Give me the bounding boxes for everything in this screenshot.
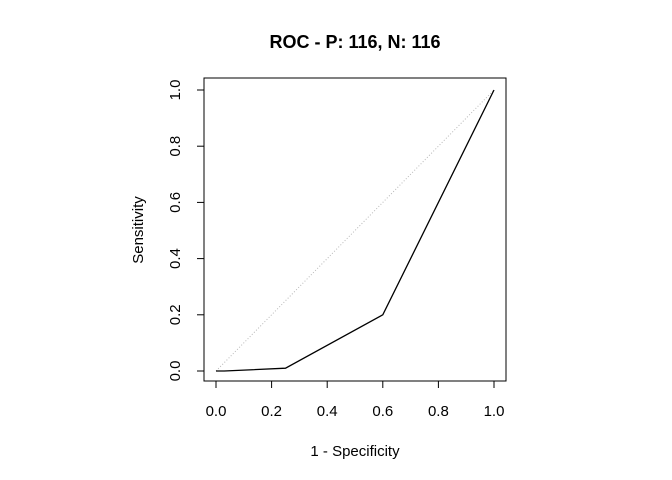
x-tick-label: 0.2 [261, 403, 282, 420]
x-tick-label: 1.0 [484, 403, 505, 420]
y-tick-label: 1.0 [167, 80, 184, 101]
x-tick-label: 0.0 [206, 403, 227, 420]
y-axis: 0.0 0.2 0.4 0.6 0.8 1.0 [167, 80, 205, 382]
x-tick-label: 0.8 [428, 403, 449, 420]
roc-curve-line [216, 89, 495, 372]
y-tick-label: 0.8 [167, 136, 184, 157]
series-layer [215, 89, 495, 372]
y-tick-label: 0.2 [167, 304, 184, 325]
reference-diagonal-line [215, 89, 495, 372]
y-tick-label: 0.4 [167, 248, 184, 269]
y-tick-label: 0.0 [167, 361, 184, 382]
x-tick-label: 0.4 [317, 403, 338, 420]
x-axis: 0.0 0.2 0.4 0.6 0.8 1.0 [206, 380, 505, 420]
chart-title: ROC - P: 116, N: 116 [269, 32, 440, 52]
x-tick-label: 0.6 [372, 403, 393, 420]
y-axis-label: Sensitivity [130, 196, 147, 264]
x-axis-label: 1 - Specificity [310, 443, 400, 460]
y-tick-label: 0.6 [167, 192, 184, 213]
